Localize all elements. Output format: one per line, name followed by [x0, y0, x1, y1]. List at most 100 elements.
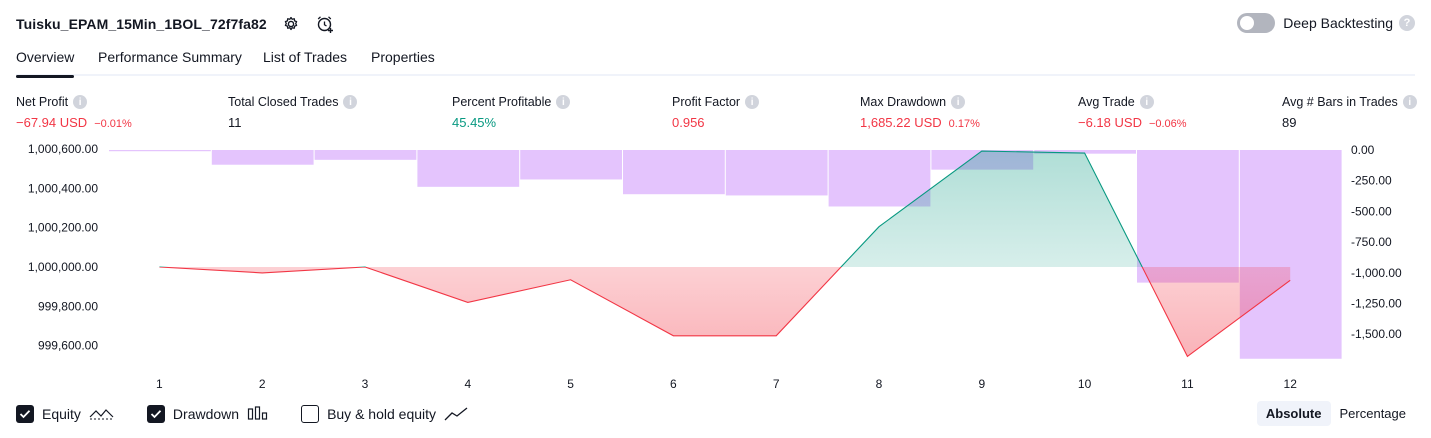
right-axis-tick: -500.00 [1351, 204, 1392, 218]
metric-avg-trade: Avg Trade i −6.18 USD −0.06% [1078, 94, 1187, 130]
left-axis-tick: 1,000,000.00 [28, 260, 98, 274]
help-icon[interactable]: ? [1399, 15, 1415, 31]
metric-percent: −0.01% [94, 118, 132, 130]
metric-percent-profitable: Percent Profitable i 45.45% [452, 94, 571, 130]
drawdown-bar [1034, 150, 1136, 154]
gear-icon[interactable] [281, 14, 301, 34]
legend-label: Buy & hold equity [327, 406, 437, 422]
x-axis-tick: 6 [670, 377, 677, 391]
metric-value: −67.94 USD [16, 115, 88, 130]
info-icon[interactable]: i [343, 95, 358, 109]
right-axis-tick: 0.00 [1351, 143, 1375, 157]
drawdown-bar [623, 150, 725, 195]
info-icon[interactable]: i [556, 95, 571, 109]
left-axis-tick: 999,800.00 [38, 299, 98, 313]
info-icon[interactable]: i [1139, 95, 1154, 109]
metric-profit-factor: Profit Factor i 0.956 [672, 94, 760, 130]
drawdown-bar [314, 150, 417, 160]
metric-max-drawdown: Max Drawdown i 1,685.22 USD 0.17% [860, 94, 980, 130]
legend-equity[interactable]: Equity [16, 405, 115, 423]
x-axis-tick: 12 [1284, 377, 1298, 391]
metric-value: −6.18 USD [1078, 115, 1142, 130]
left-axis-tick: 1,000,600.00 [28, 142, 98, 156]
metric-label: Avg Trade [1078, 95, 1135, 109]
drawdown-bar [211, 150, 314, 165]
deep-backtesting-toggle[interactable] [1237, 13, 1276, 33]
drawdown-bar [520, 150, 622, 180]
metric-total-closed-trades: Total Closed Trades i 11 [228, 94, 358, 130]
metrics-row: Net Profit i −67.94 USD −0.01% Total Close… [16, 94, 1417, 134]
drawdown-checkbox[interactable] [146, 405, 165, 423]
x-axis-tick: 5 [567, 377, 574, 391]
metric-label: Avg # Bars in Trades [1282, 95, 1398, 109]
deep-backtesting-label: Deep Backtesting [1283, 15, 1393, 31]
chart-legend: Equity Drawdown Buy & hold equity [16, 404, 500, 424]
tab-overview[interactable]: Overview [16, 48, 75, 78]
right-axis-tick: -1,000.00 [1351, 266, 1402, 280]
drawdown-bar [109, 150, 211, 152]
x-axis-tick: 8 [876, 377, 883, 391]
legend-drawdown[interactable]: Drawdown [146, 405, 269, 423]
metric-value: 45.45% [452, 115, 497, 130]
drawdown-bar [725, 150, 828, 196]
x-axis-tick: 9 [978, 377, 985, 391]
metric-avg-bars-in-trades: Avg # Bars in Trades i 89 [1282, 94, 1417, 130]
equity-line-profit [159, 150, 1143, 267]
left-axis-tick: 1,000,200.00 [28, 221, 98, 235]
right-axis-tick: -250.00 [1351, 174, 1392, 188]
tab-performance-summary[interactable]: Performance Summary [98, 49, 242, 65]
axes: 1,000,600.00 1,000,400.00 1,000,200.00 1,00… [28, 142, 1402, 391]
x-axis-tick: 7 [773, 377, 780, 391]
right-axis-tick: -750.00 [1351, 235, 1392, 249]
equity-line [159, 150, 1291, 358]
metric-percent: −0.06% [1148, 118, 1187, 130]
info-icon[interactable]: i [951, 95, 966, 109]
alarm-clock-plus-icon[interactable] [315, 14, 335, 34]
right-axis-tick: -1,500.00 [1351, 327, 1402, 341]
x-axis-tick: 1 [156, 377, 163, 391]
equity-checkbox[interactable] [16, 405, 34, 423]
metric-label: Profit Factor [672, 95, 741, 109]
equity-line-loss [159, 267, 1291, 358]
metric-value: 0.956 [672, 115, 705, 130]
equity-fill [159, 151, 1291, 357]
strategy-title: Tuisku_EPAM_15Min_1BOL_72f7fa82 [16, 16, 267, 32]
x-axis-tick: 4 [464, 377, 471, 391]
drawdown-bars-icon [247, 406, 269, 422]
metric-label: Percent Profitable [452, 95, 552, 109]
tab-properties[interactable]: Properties [371, 49, 435, 65]
deep-backtesting: Deep Backtesting ? [1237, 13, 1415, 33]
legend-buy-hold[interactable]: Buy & hold equity [301, 405, 468, 423]
metric-value: 11 [228, 115, 242, 130]
percentage-button[interactable]: Percentage [1339, 406, 1407, 421]
legend-label: Drawdown [172, 406, 240, 422]
x-axis-tick: 3 [362, 377, 369, 391]
metric-percent: 0.17% [948, 118, 980, 130]
metric-label: Max Drawdown [860, 95, 947, 109]
strategy-header: Tuisku_EPAM_15Min_1BOL_72f7fa82 [16, 12, 335, 36]
metric-value: 1,685.22 USD [860, 115, 942, 130]
left-axis-tick: 999,600.00 [38, 339, 98, 353]
info-icon[interactable]: i [73, 95, 88, 109]
buy-hold-checkbox[interactable] [301, 405, 320, 423]
metric-net-profit: Net Profit i −67.94 USD −0.01% [16, 94, 132, 130]
equity-profit-area [159, 151, 1291, 267]
drawdown-bar [1239, 150, 1342, 359]
left-axis-tick: 1,000,400.00 [28, 181, 98, 195]
info-icon[interactable]: i [1402, 95, 1417, 109]
equity-drawdown-chart[interactable]: 1,000,600.00 1,000,400.00 1,000,200.00 1,00… [0, 138, 1431, 398]
toggle-knob [1240, 16, 1255, 30]
drawdown-bars [109, 150, 1342, 359]
x-axis-tick: 10 [1078, 377, 1092, 391]
buy-hold-line-icon [444, 406, 468, 422]
x-axis-tick: 11 [1181, 377, 1194, 391]
absolute-button[interactable]: Absolute [1256, 401, 1331, 426]
drawdown-bar [828, 150, 931, 207]
tab-list-of-trades[interactable]: List of Trades [263, 49, 348, 65]
equity-line-icon [89, 406, 115, 422]
scale-toggle: Absolute Percentage [1256, 401, 1415, 426]
equity-loss-area [159, 267, 1291, 357]
metric-label: Total Closed Trades [228, 95, 339, 109]
legend-label: Equity [42, 406, 81, 422]
info-icon[interactable]: i [745, 95, 760, 109]
